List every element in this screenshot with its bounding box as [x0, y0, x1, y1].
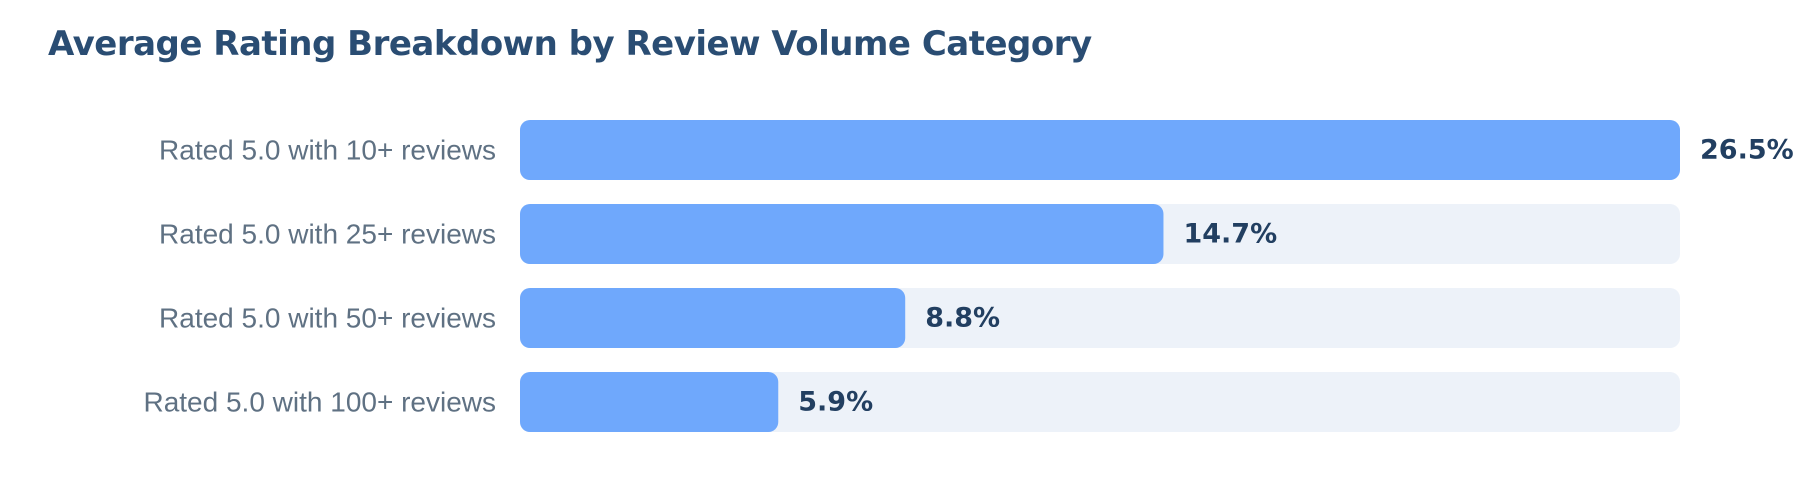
category-label: Rated 5.0 with 100+ reviews	[143, 387, 496, 418]
category-label: Rated 5.0 with 10+ reviews	[159, 135, 496, 166]
category-label: Rated 5.0 with 50+ reviews	[159, 303, 496, 334]
bar-track	[520, 372, 1680, 432]
bar	[520, 288, 906, 348]
bar	[520, 204, 1164, 264]
value-label: 8.8%	[925, 303, 1000, 334]
bar-row: Rated 5.0 with 10+ reviews 26.5%	[159, 120, 1794, 180]
category-label: Rated 5.0 with 25+ reviews	[159, 219, 496, 250]
value-label: 14.7%	[1183, 219, 1277, 250]
value-label: 5.9%	[798, 387, 873, 418]
chart-title: Average Rating Breakdown by Review Volum…	[48, 24, 1092, 64]
bar-row: Rated 5.0 with 25+ reviews 14.7%	[159, 204, 1680, 264]
bar-row: Rated 5.0 with 100+ reviews 5.9%	[143, 372, 1680, 432]
bar-row: Rated 5.0 with 50+ reviews 8.8%	[159, 288, 1680, 348]
bar	[520, 120, 1680, 180]
bar	[520, 372, 779, 432]
value-label: 26.5%	[1700, 135, 1794, 166]
